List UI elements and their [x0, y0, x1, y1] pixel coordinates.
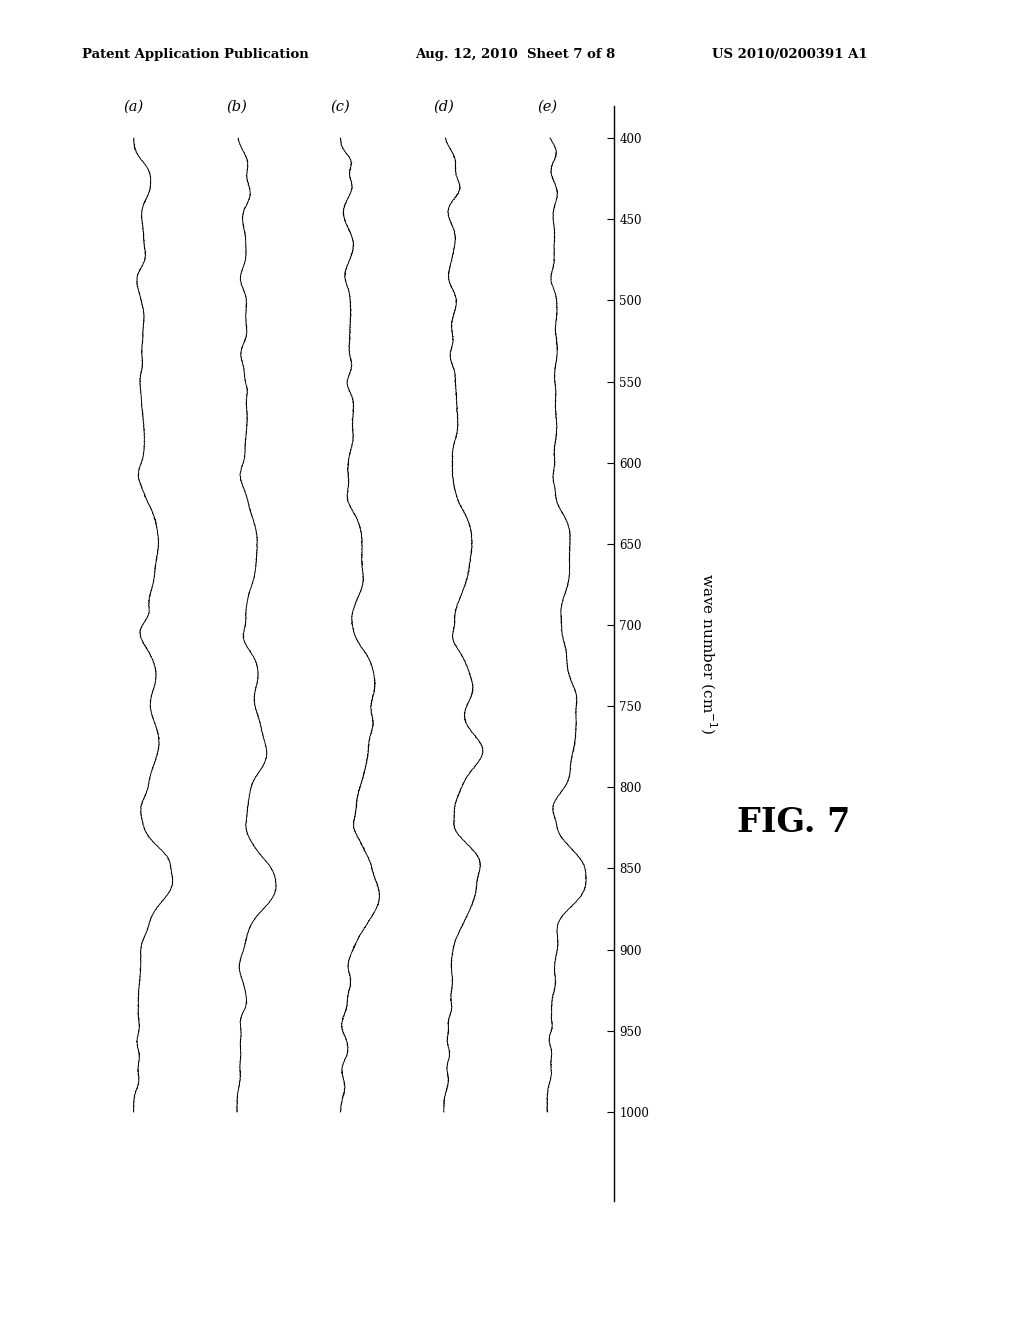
Text: FIG. 7: FIG. 7	[737, 805, 851, 838]
Text: (e): (e)	[538, 100, 557, 114]
Text: US 2010/0200391 A1: US 2010/0200391 A1	[712, 48, 867, 61]
Text: Aug. 12, 2010  Sheet 7 of 8: Aug. 12, 2010 Sheet 7 of 8	[415, 48, 615, 61]
Text: (b): (b)	[226, 100, 248, 114]
Text: (a): (a)	[124, 100, 143, 114]
Y-axis label: wave number (cm$^{-1}$): wave number (cm$^{-1}$)	[698, 573, 719, 734]
Text: (c): (c)	[331, 100, 350, 114]
Text: (d): (d)	[433, 100, 455, 114]
Text: Patent Application Publication: Patent Application Publication	[82, 48, 308, 61]
